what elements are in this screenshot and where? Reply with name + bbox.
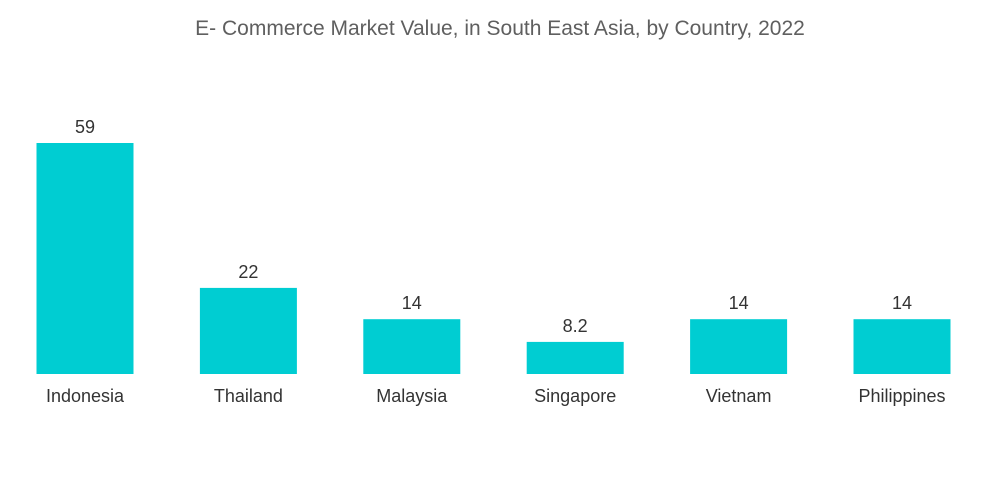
category-label-thailand: Thailand [214,386,283,406]
bar-philippines [853,319,951,374]
value-label-philippines: 14 [892,293,912,313]
value-label-indonesia: 59 [75,117,95,137]
bar-malaysia [363,319,461,374]
category-label-singapore: Singapore [534,386,616,406]
value-label-thailand: 22 [238,262,258,282]
value-label-singapore: 8.2 [563,316,588,336]
chart-title: E- Commerce Market Value, in South East … [195,17,805,40]
bar-indonesia [36,143,134,374]
bar-thailand [199,287,297,374]
category-label-vietnam: Vietnam [706,386,772,406]
value-label-malaysia: 14 [402,293,422,313]
bar-singapore [526,341,624,374]
bar-vietnam [690,319,788,374]
value-label-vietnam: 14 [729,293,749,313]
category-label-philippines: Philippines [858,386,945,406]
category-label-indonesia: Indonesia [46,386,125,406]
category-label-malaysia: Malaysia [376,386,448,406]
